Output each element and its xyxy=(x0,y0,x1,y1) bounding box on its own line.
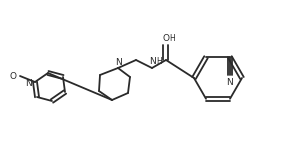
Text: O: O xyxy=(10,72,16,80)
Text: N: N xyxy=(227,78,233,87)
Text: N: N xyxy=(25,79,31,88)
Text: O: O xyxy=(162,33,170,43)
Text: N: N xyxy=(115,57,122,67)
Text: H: H xyxy=(156,56,162,65)
Text: H: H xyxy=(169,33,175,43)
Text: N: N xyxy=(150,56,156,65)
